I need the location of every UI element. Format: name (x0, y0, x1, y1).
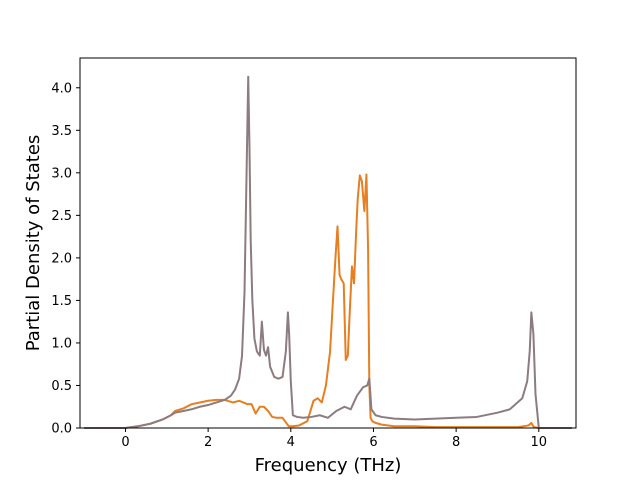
x-tick-label: 0 (121, 435, 129, 450)
y-tick-label: 0.5 (51, 379, 72, 394)
y-tick-label: 2.5 (51, 209, 72, 224)
x-tick-label: 10 (531, 435, 548, 450)
x-tick-label: 6 (369, 435, 377, 450)
y-tick-label: 2.0 (51, 251, 72, 266)
series-line-1 (84, 173, 572, 429)
y-tick-label: 1.0 (51, 336, 72, 351)
y-tick-label: 3.0 (51, 166, 72, 181)
x-axis-ticks: 0 2 4 6 8 10 (121, 428, 547, 450)
x-axis-label: Frequency (THz) (255, 455, 402, 476)
x-tick-label: 8 (452, 435, 460, 450)
y-axis-ticks: 0.0 0.5 1.0 1.5 2.0 2.5 3.0 3.5 4.0 (51, 81, 80, 437)
y-tick-label: 3.5 (51, 124, 72, 139)
x-tick-label: 2 (204, 435, 212, 450)
y-axis-label: Partial Density of States (23, 135, 44, 352)
series-layer (84, 75, 572, 429)
x-tick-label: 4 (287, 435, 295, 450)
series-line-2 (84, 75, 572, 429)
y-tick-label: 0.0 (51, 422, 72, 437)
plot-frame (79, 57, 577, 429)
y-tick-label: 1.5 (51, 294, 72, 309)
y-tick-label: 4.0 (51, 81, 72, 96)
